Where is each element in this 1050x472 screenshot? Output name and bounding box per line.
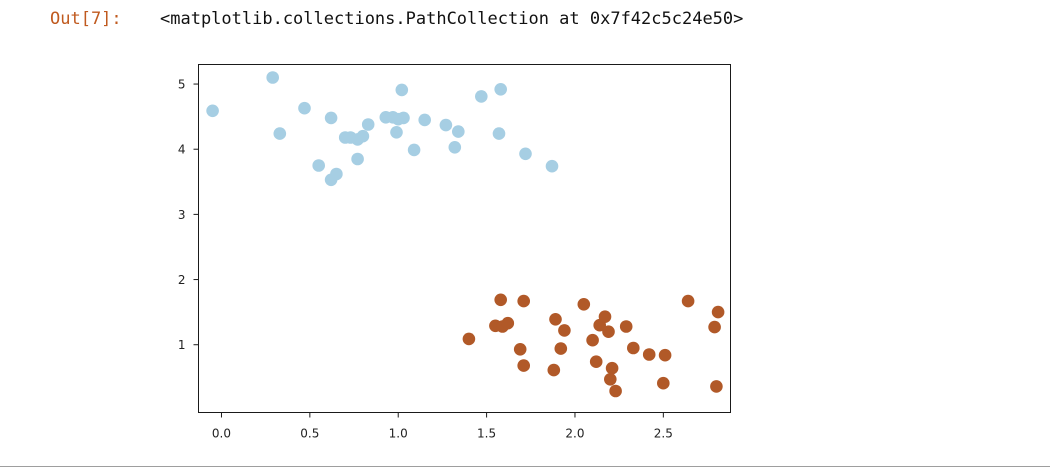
scatter-point-series1-14 — [589, 355, 603, 369]
scatter-point-series1-22 — [627, 341, 640, 355]
scatter-point-series0-0 — [206, 104, 219, 118]
x-tick-label: 2.0 — [565, 427, 584, 441]
x-tick-label: 1.5 — [477, 427, 496, 441]
scatter-point-series1-19 — [605, 361, 619, 375]
y-tick-label: 3 — [178, 208, 186, 222]
scatter-point-series1-4 — [501, 316, 515, 330]
scatter-point-series1-6 — [517, 294, 530, 308]
scatter-point-series1-28 — [710, 380, 723, 393]
scatter-point-series0-24 — [452, 125, 465, 138]
scatter-point-series0-20 — [407, 143, 421, 157]
scatter-point-series0-21 — [418, 113, 432, 127]
scatter-point-series1-23 — [642, 348, 656, 361]
scatter-point-series0-12 — [356, 129, 370, 143]
scatter-point-series0-1 — [266, 71, 280, 84]
scatter-point-series1-7 — [517, 359, 530, 372]
scatter-point-series1-2 — [494, 293, 508, 307]
x-tick-label: 2.5 — [654, 427, 673, 441]
scatter-point-series0-25 — [475, 90, 488, 103]
cell-divider — [0, 466, 1050, 467]
scatter-point-series1-13 — [586, 333, 599, 347]
scatter-point-series1-24 — [657, 376, 670, 390]
scatter-point-series1-12 — [577, 298, 591, 311]
scatter-point-series0-7 — [330, 167, 343, 181]
y-tick-label: 4 — [178, 143, 186, 157]
scatter-point-series0-28 — [519, 147, 532, 161]
scatter-point-series0-2 — [273, 127, 287, 140]
scatter-point-series1-5 — [513, 343, 527, 356]
y-tick-label: 2 — [178, 273, 186, 287]
scatter-point-series0-13 — [361, 118, 375, 131]
scatter-point-series0-16 — [390, 126, 403, 139]
scatter-point-series1-21 — [619, 320, 633, 333]
scatter-point-series0-3 — [298, 101, 311, 115]
scatter-points — [206, 71, 725, 398]
output-prompt: Out[7]: — [50, 9, 122, 29]
scatter-point-series1-9 — [549, 313, 562, 326]
x-tick-label: 0.0 — [212, 427, 231, 441]
scatter-point-series1-25 — [658, 348, 672, 362]
x-axis: 0.0 0.5 1.0 1.5 2.0 2.5 — [212, 412, 673, 441]
scatter-point-series1-27 — [708, 320, 721, 334]
scatter-point-series0-10 — [351, 152, 364, 166]
scatter-point-series0-26 — [492, 127, 506, 140]
x-tick-label: 1.0 — [389, 427, 408, 441]
scatter-point-series0-18 — [395, 83, 409, 97]
scatter-point-series1-29 — [711, 305, 725, 319]
scatter-point-series1-11 — [558, 324, 571, 337]
scatter-point-series0-5 — [324, 111, 338, 125]
scatter-point-series0-29 — [545, 159, 559, 173]
scatter-point-series0-22 — [439, 118, 453, 132]
scatter-point-series0-19 — [397, 111, 410, 125]
scatter-point-series0-23 — [448, 141, 462, 154]
scatter-point-series1-16 — [598, 310, 612, 324]
y-tick-label: 1 — [178, 338, 186, 352]
scatter-point-series1-10 — [554, 342, 568, 355]
y-tick-label: 5 — [178, 78, 186, 92]
axes-frame — [198, 64, 731, 413]
x-tick-label: 0.5 — [300, 427, 319, 441]
scatter-point-series1-0 — [462, 332, 476, 346]
scatter-point-series1-26 — [681, 294, 695, 308]
scatter-point-series1-17 — [602, 325, 615, 339]
scatter-point-series0-4 — [312, 159, 326, 172]
scatter-point-series1-18 — [604, 373, 617, 386]
output-repr: <matplotlib.collections.PathCollection a… — [160, 9, 744, 29]
scatter-point-series1-20 — [609, 384, 622, 398]
scatter-point-series0-27 — [494, 83, 508, 96]
y-axis: 1 2 3 4 5 — [178, 78, 199, 352]
scatter-point-series1-8 — [547, 363, 561, 377]
